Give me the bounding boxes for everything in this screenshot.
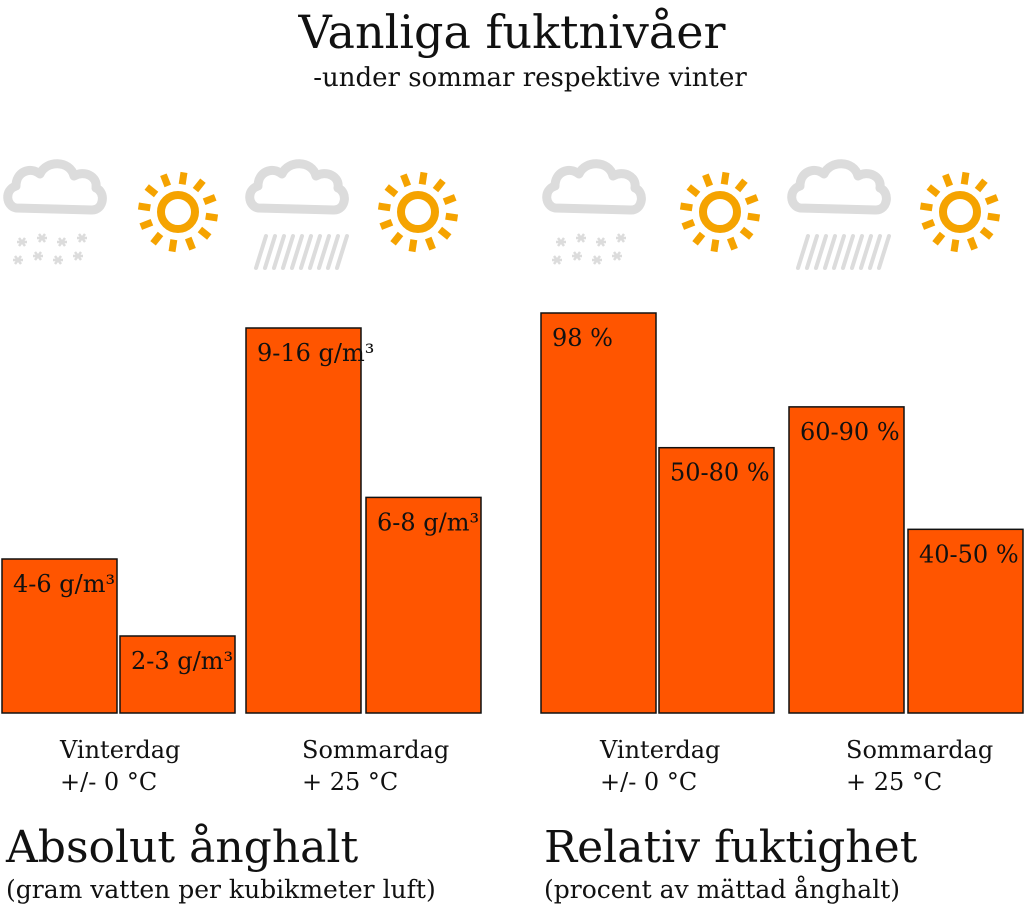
category-line2: +/- 0 °C	[600, 768, 698, 796]
panel-title-absolute: Absolut ånghalt	[6, 822, 359, 873]
bar-relative-2	[788, 406, 905, 714]
cloud-snow-icon	[542, 159, 646, 265]
cloud-rain-icon	[787, 159, 891, 270]
category-line2: +/- 0 °C	[60, 768, 158, 796]
category-line1: Vinterdag	[600, 736, 721, 764]
category-label-right-winter: Vinterdag +/- 0 °C	[600, 734, 720, 798]
cloud-rain-icon	[245, 159, 349, 270]
bar-data-label: 60-90 %	[800, 418, 900, 446]
category-line2: + 25 °C	[302, 768, 399, 796]
sun-icon	[137, 171, 219, 253]
category-line1: Sommardag	[846, 736, 994, 764]
bar-absolute-0	[1, 558, 118, 714]
cloud-snow-icon	[3, 159, 107, 265]
sun-icon	[919, 171, 1001, 253]
panel-subtitle-relative: (procent av mättad ånghalt)	[544, 875, 900, 904]
category-label-left-summer: Sommardag + 25 °C	[302, 734, 449, 798]
bar-absolute-3	[365, 496, 482, 714]
bar-data-label: 40-50 %	[919, 540, 1019, 568]
bar-absolute-1	[119, 635, 236, 714]
bar-data-label: 9-16 g/m³	[257, 339, 374, 367]
bar-data-label: 98 %	[552, 324, 613, 352]
bar-absolute-2	[245, 327, 362, 714]
bar-data-label: 4-6 g/m³	[13, 570, 115, 598]
page-title: Vanliga fuktnivåer	[298, 5, 726, 59]
bar-data-label: 50-80 %	[670, 459, 770, 487]
category-label-left-winter: Vinterdag +/- 0 °C	[60, 734, 180, 798]
page-subtitle: -under sommar respektive vinter	[313, 63, 747, 93]
category-label-right-summer: Sommardag + 25 °C	[846, 734, 993, 798]
category-line1: Vinterdag	[60, 736, 181, 764]
bar-relative-1	[658, 446, 775, 714]
category-line2: + 25 °C	[846, 768, 943, 796]
sun-icon	[679, 171, 761, 253]
category-line1: Sommardag	[302, 736, 450, 764]
panel-subtitle-absolute: (gram vatten per kubikmeter luft)	[6, 875, 436, 904]
bar-relative-0	[540, 312, 657, 714]
bar-relative-3	[907, 528, 1024, 714]
panel-title-relative: Relativ fuktighet	[544, 822, 918, 873]
bar-data-label: 6-8 g/m³	[377, 508, 479, 536]
sun-icon	[377, 171, 459, 253]
bar-data-label: 2-3 g/m³	[131, 647, 233, 675]
